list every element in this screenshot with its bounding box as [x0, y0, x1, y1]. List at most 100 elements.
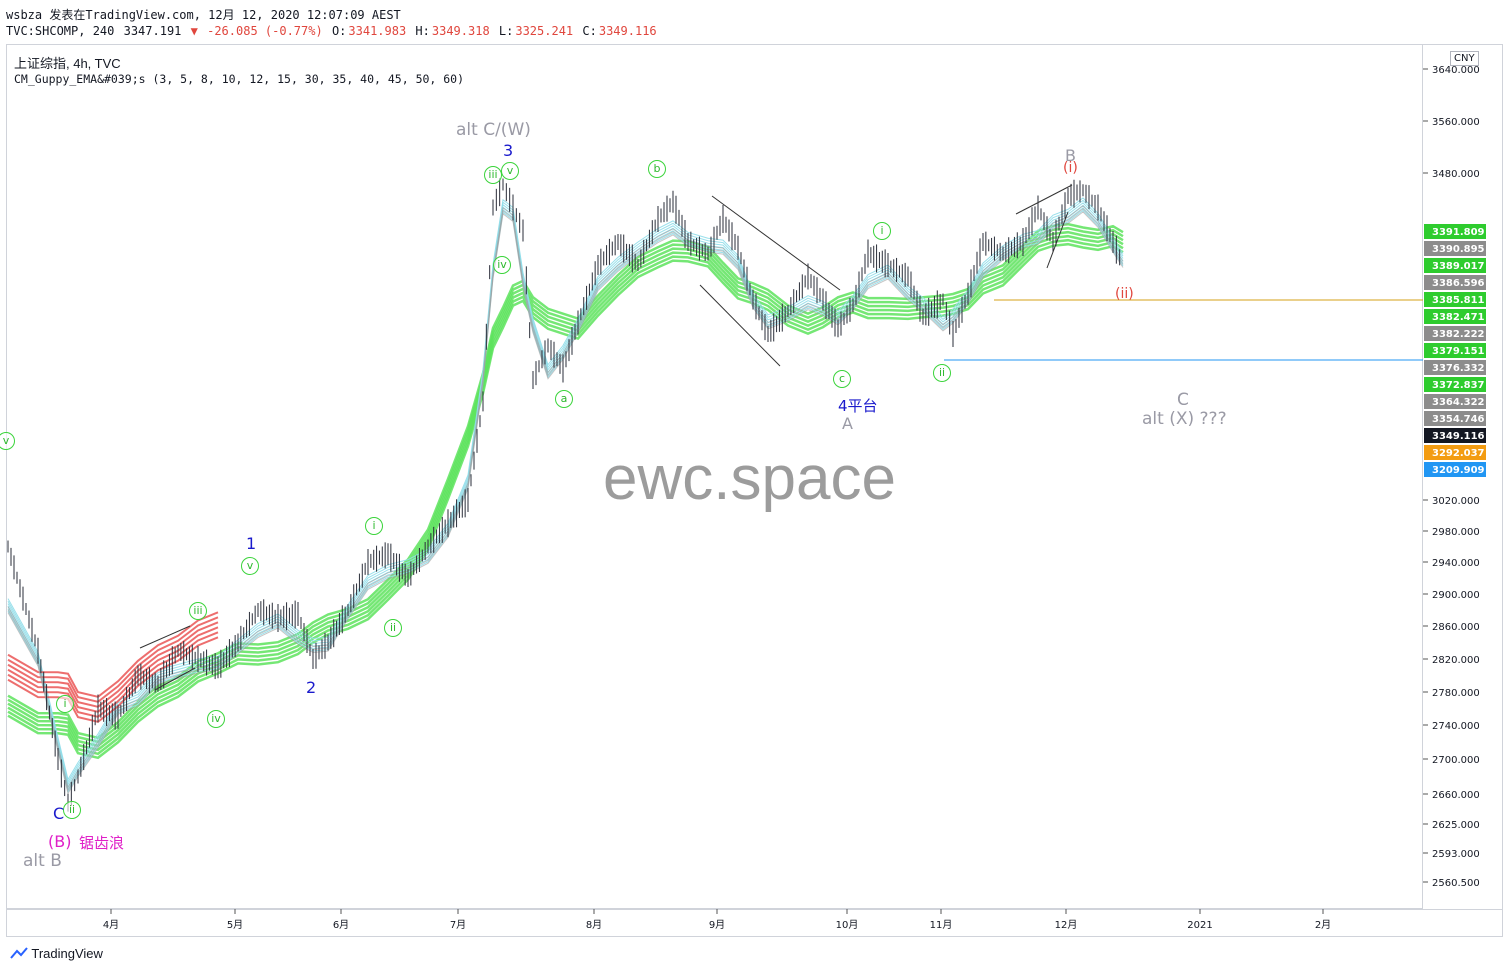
- trendline: [699, 284, 781, 367]
- price-label-bg: [1424, 292, 1486, 307]
- trendline: [154, 667, 196, 691]
- tradingview-brand: TradingView: [31, 946, 103, 961]
- trendline: [711, 195, 841, 291]
- y-tick-label: 2593.000: [1432, 849, 1480, 860]
- symbol-name[interactable]: TVC:SHCOMP, 240: [6, 24, 115, 38]
- guppy-fast-ema: [7, 207, 1124, 791]
- low-value: 3325.241: [515, 24, 574, 38]
- currency-badge[interactable]: CNY: [1450, 51, 1479, 66]
- price-label-bg: [1424, 224, 1486, 239]
- y-tick-label: 3640.000: [1432, 65, 1480, 76]
- wave-circle-edge: v: [0, 432, 15, 450]
- plot-area[interactable]: [6, 44, 1423, 909]
- wave-label-i-red: (i): [1063, 160, 1078, 176]
- chart-legend-title[interactable]: 上证综指, 4h, TVC: [14, 56, 121, 71]
- price-label: 3349.116: [1432, 431, 1485, 442]
- wave-circle-i-lower: i: [365, 517, 383, 535]
- wave-label-3: 3: [503, 141, 514, 160]
- price-change: -26.085 (-0.77%): [207, 24, 323, 38]
- tradingview-logo[interactable]: TradingView: [10, 946, 103, 961]
- x-tick-label: 8月: [586, 919, 602, 931]
- wave-circle-iii: iii: [484, 166, 502, 184]
- wave-label-C: C: [1177, 390, 1189, 410]
- x-tick-label: 5月: [227, 919, 243, 931]
- y-tick-label: 2900.000: [1432, 590, 1480, 601]
- x-tick-label: 2021: [1187, 920, 1212, 931]
- wave-circle-v: v: [501, 162, 519, 180]
- wave-circle-b: b: [648, 160, 666, 178]
- y-tick-label: 2625.000: [1432, 820, 1480, 831]
- trendline: [139, 625, 191, 649]
- price-label-bg: [1424, 360, 1486, 375]
- wave-label-B-paren: (B): [48, 832, 72, 851]
- publish-info: wsbza 发表在TradingView.com, 12月 12, 2020 1…: [6, 8, 401, 22]
- price-label-bg: [1424, 343, 1486, 358]
- price-label-bg: [1424, 326, 1486, 341]
- open-value: 3341.983: [348, 24, 407, 38]
- indicator-legend[interactable]: CM_Guppy_EMA&#039;s (3, 5, 8, 10, 12, 15…: [14, 72, 465, 86]
- trendline: [1015, 184, 1073, 215]
- wave-label-1: 1: [246, 534, 257, 553]
- open-label: O:: [331, 24, 347, 38]
- y-tick-label: 2700.000: [1432, 755, 1480, 766]
- x-tick-label: 11月: [930, 919, 953, 931]
- x-tick-label: 10月: [836, 919, 859, 931]
- x-tick-label: 6月: [333, 919, 349, 931]
- wave-label-A: A: [842, 414, 853, 433]
- time-axis[interactable]: [6, 909, 1503, 937]
- high-value: 3349.318: [431, 24, 490, 38]
- y-tick-label: 2940.000: [1432, 558, 1480, 569]
- y-tick-label: 2740.000: [1432, 721, 1480, 732]
- price-axis[interactable]: [1423, 44, 1503, 909]
- guppy-neutral-ema: [7, 211, 1124, 795]
- y-tick-label: 3480.000: [1432, 169, 1480, 180]
- wave-circle-iii-lower: iii: [189, 602, 207, 620]
- y-tick-label: 3560.000: [1432, 117, 1480, 128]
- tradingview-icon: [10, 947, 28, 959]
- wave-circle-ii: ii: [933, 364, 951, 382]
- wave-label-C-low: C: [53, 804, 65, 823]
- wave-circle-v-lower: v: [241, 557, 259, 575]
- price-label-bg: [1424, 275, 1486, 290]
- price-label: 3385.811: [1432, 295, 1485, 306]
- price-label: 3391.809: [1432, 227, 1485, 238]
- price-label: 3382.471: [1432, 312, 1485, 323]
- close-label: C:: [582, 24, 597, 38]
- price-label: 3382.222: [1432, 329, 1485, 340]
- guppy-fast-ema: [7, 197, 1124, 781]
- trendline: [1046, 211, 1069, 269]
- symbol-bar: TVC:SHCOMP, 240 3347.191 ▼ -26.085 (-0.7…: [6, 24, 659, 38]
- price-label: 3379.151: [1432, 346, 1485, 357]
- wave-label-ii-red: (ii): [1115, 286, 1134, 302]
- y-tick-label: 2820.000: [1432, 655, 1480, 666]
- guppy-bear-ema: [7, 611, 219, 698]
- y-tick-label: 3020.000: [1432, 496, 1480, 507]
- y-tick-label: 2780.000: [1432, 688, 1480, 699]
- price-label: 3209.909: [1432, 465, 1485, 476]
- price-label-bg: [1424, 377, 1486, 392]
- price-label-bg: [1424, 258, 1486, 273]
- price-label-bg: [1424, 462, 1486, 477]
- price-label: 3292.037: [1432, 448, 1485, 459]
- wave-circle-ii-low: ii: [63, 801, 81, 819]
- wave-label-alt-cw: alt C/(W): [456, 120, 531, 140]
- price-label-bg: [1424, 309, 1486, 324]
- x-tick-label: 12月: [1055, 919, 1078, 931]
- wave-circle-i: i: [873, 222, 891, 240]
- wave-circle-ii-lower: ii: [384, 619, 402, 637]
- wave-label-alt-b: alt B: [23, 851, 62, 871]
- guppy-bear-ema: [7, 616, 219, 703]
- price-label: 3364.322: [1432, 397, 1485, 408]
- low-label: L:: [498, 24, 514, 38]
- y-tick-label: 2560.500: [1432, 878, 1480, 889]
- wave-circle-iv: iv: [493, 256, 511, 274]
- wave-circle-a: a: [555, 390, 573, 408]
- y-tick-label: 2980.000: [1432, 527, 1480, 538]
- wave-circle-iv-lower: iv: [207, 710, 225, 728]
- wave-label-B: B: [1065, 146, 1076, 165]
- price-label: 3376.332: [1432, 363, 1485, 374]
- wave-circle-i-low: i: [56, 695, 74, 713]
- x-tick-label: 9月: [709, 919, 725, 931]
- wave-label-2: 2: [306, 678, 317, 697]
